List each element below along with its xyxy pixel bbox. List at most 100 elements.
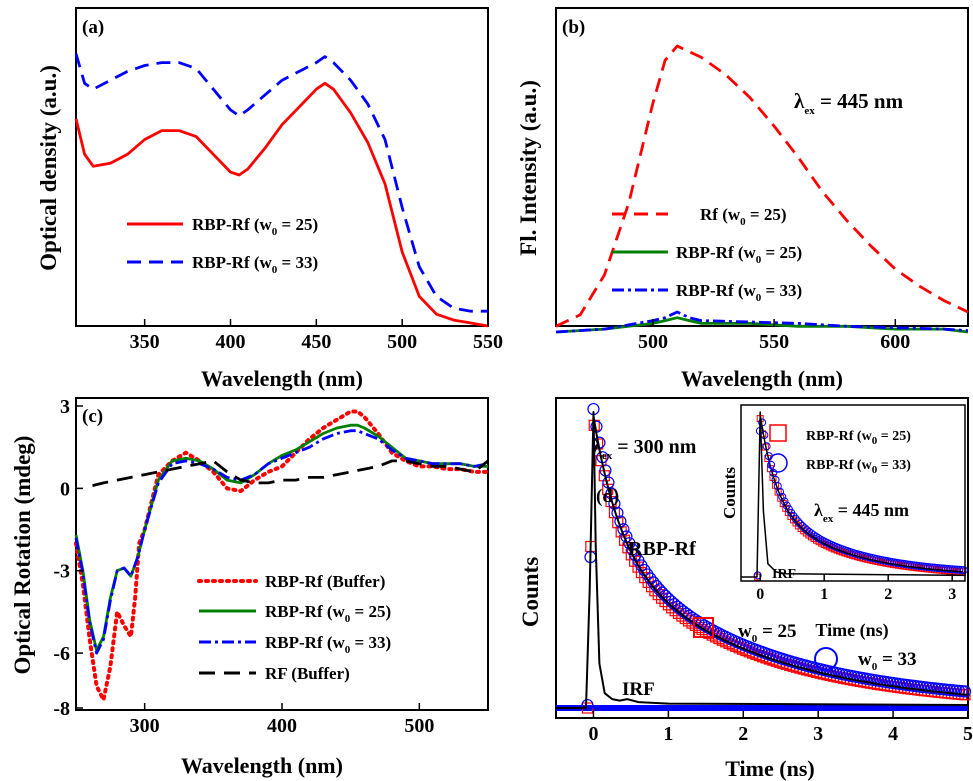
panel-c-ytick-label: -3 (53, 561, 70, 583)
inset-frame (740, 404, 966, 582)
panel-d-rbp-label: RBP-Rf (628, 538, 696, 560)
panel-c-ytick-label: 0 (60, 478, 70, 500)
panel-d-series (556, 402, 972, 714)
panel-d-excitation: λex = 300 nm (592, 436, 697, 462)
panel-c-ytick-label: 3 (60, 396, 70, 418)
panel-b-line-rf (555, 44, 969, 328)
inset-xtick-label: 3 (948, 586, 956, 603)
panel-a-xtick-label: 500 (387, 331, 417, 353)
panel-c-xtick-label: 400 (267, 715, 297, 737)
panel-d-inset: 0 1 2 3 Time (ns) Counts RBP-Rf (w0 = 25) R… (720, 403, 968, 641)
inset-excitation: λex = 445 nm (814, 500, 909, 525)
inset-irf-label: IRF (772, 567, 796, 582)
inset-point-w33 (959, 566, 968, 575)
inset-legend-marker-33 (768, 453, 788, 473)
panel-d-xtick-label: 4 (888, 723, 898, 745)
panel-b-xtick-label: 600 (880, 331, 910, 353)
panel-c-line-w33 (74, 429, 489, 655)
panel-a-ylabel: Optical density (a.u.) (36, 65, 61, 271)
panel-d-ticks: 0 1 2 3 4 5 (588, 711, 973, 745)
panel-c-legend: RBP-Rf (Buffer) RBP-Rf (w0 = 25) RBP-Rf … (197, 572, 391, 683)
panel-d-irf (556, 411, 969, 709)
panel-d-point-w25 (689, 619, 701, 631)
panel-d-marker-25 (693, 617, 714, 638)
panel-b-xlabel: Wavelength (nm) (681, 366, 843, 391)
panel-b-xtick-label: 550 (759, 331, 789, 353)
panel-c-ylabel: Optical Rotation (mdeg) (10, 436, 35, 675)
inset-xtick-label: 1 (820, 586, 828, 603)
legend-label-c-33: RBP-Rf (w0 = 33) (265, 633, 391, 656)
panel-c-line-buffer (74, 409, 490, 702)
panel-c-line-rf (92, 459, 489, 487)
panel-c-ytick-label: -6 (53, 643, 70, 665)
panel-b-line-w33 (555, 310, 969, 334)
panel-b-excitation: λex = 445 nm (794, 89, 904, 117)
inset-series (741, 411, 968, 581)
panel-b-frame (555, 7, 969, 327)
inset-xtick-label: 2 (884, 586, 892, 603)
legend-label-c-buffer: RBP-Rf (Buffer) (265, 572, 385, 591)
panel-d-point-w33 (958, 685, 972, 698)
legend-label-c-25: RBP-Rf (w0 = 25) (265, 602, 391, 625)
panel-b-ticks: 500 550 600 (638, 319, 910, 353)
panel-d-xtick-label: 3 (813, 723, 823, 745)
panel-d-fit (592, 416, 969, 696)
panel-c: (c) 300 400 500 3 0 -3 -6 -8 Wavelength (nm) Op… (10, 396, 490, 778)
panel-d-frame (555, 397, 969, 719)
panel-a-line-w33 (74, 53, 488, 313)
panel-a-line-w25 (74, 81, 489, 328)
panel-c-series (74, 409, 490, 702)
inset-fit (759, 415, 963, 573)
legend-label-a-33: RBP-Rf (w0 = 33) (192, 253, 318, 276)
panel-d-label-33: w0 = 33 (858, 649, 917, 673)
panel-c-ticks: 300 400 500 3 0 -3 -6 -8 (53, 396, 434, 737)
legend-label-b-33: RBP-Rf (w0 = 33) (676, 281, 802, 304)
panel-d-irf-label: IRF (622, 679, 655, 700)
panel-b-line-w25 (555, 316, 969, 334)
panel-d-point-w25 (686, 617, 698, 629)
panel-a-xtick-label: 400 (216, 331, 246, 353)
panel-d-xtick-label: 2 (738, 723, 748, 745)
legend-label-b-rf: Rf (w0 = 25) (700, 205, 787, 228)
inset-irf (741, 411, 966, 578)
inset-ylabel: Counts (720, 467, 739, 519)
panel-a-legend: RBP-Rf (w0 = 25) RBP-Rf (w0 = 33) (127, 215, 318, 276)
inset-legend-label-25: RBP-Rf (w0 = 25) (806, 429, 911, 447)
panel-a-frame (75, 7, 489, 327)
panel-d-marker-33 (814, 647, 838, 671)
panel-a-ticks: 350 400 450 500 550 (130, 319, 503, 353)
panel-b: (b) 500 550 600 Wavelength (nm) Fl. Intens… (516, 7, 969, 391)
panel-d-xtick-label: 1 (663, 723, 673, 745)
panel-c-xtick-label: 500 (404, 715, 434, 737)
panel-d: 0 1 2 3 4 5 Time (ns) Counts (d) λex = 300 nm… (518, 397, 973, 781)
panel-c-xtick-label: 300 (130, 715, 160, 737)
panel-d-ylabel: Counts (518, 557, 543, 627)
panel-a-xlabel: Wavelength (nm) (201, 366, 363, 391)
legend-label-c-rf: RF (Buffer) (265, 664, 350, 683)
panel-a-xtick-label: 550 (473, 331, 503, 353)
panel-c-xlabel: Wavelength (nm) (181, 753, 343, 778)
panel-a-label: (a) (82, 17, 104, 38)
panel-c-ytick-label: -8 (53, 698, 70, 720)
panel-a: (a) 350 400 450 500 550 Wavelength (nm) Opti… (36, 7, 503, 391)
panel-c-label: (c) (82, 406, 103, 427)
panel-d-label-25: w0 = 25 (738, 621, 797, 645)
panel-b-legend: Rf (w0 = 25) RBP-Rf (w0 = 25) RBP-Rf (w0… (612, 205, 802, 304)
panel-d-xlabel: Time (ns) (725, 756, 814, 781)
panel-d-xtick-label: 5 (963, 723, 973, 745)
panel-a-series (74, 53, 489, 328)
inset-xtick-label: 0 (756, 586, 764, 603)
panel-a-xtick-label: 350 (130, 331, 160, 353)
inset-point-w33 (955, 565, 964, 574)
legend-label-a-25: RBP-Rf (w0 = 25) (192, 215, 318, 238)
panel-d-point-w25 (642, 576, 654, 588)
panel-d-label: (d) (596, 486, 619, 507)
inset-legend-marker-25 (769, 424, 787, 442)
panel-b-label: (b) (562, 17, 585, 38)
inset-ticks: 0 1 2 3 (756, 574, 956, 603)
inset-xlabel: Time (ns) (815, 620, 888, 641)
panel-d-point-w33 (581, 698, 594, 712)
panel-b-xtick-label: 500 (638, 331, 668, 353)
legend-label-b-25: RBP-Rf (w0 = 25) (676, 243, 802, 266)
